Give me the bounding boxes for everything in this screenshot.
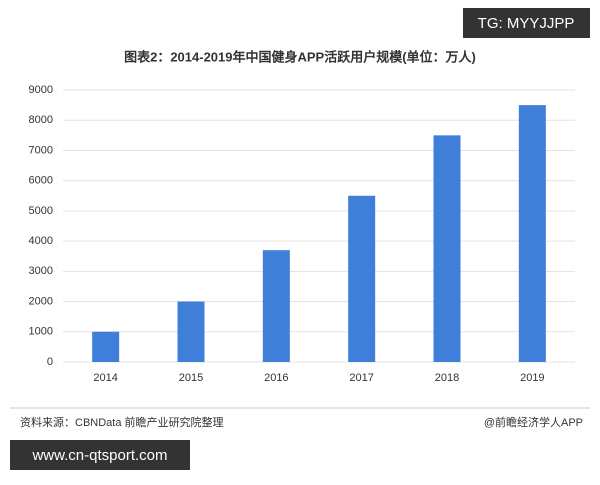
source-note: 资料来源：CBNData 前瞻产业研究院整理	[20, 415, 224, 429]
bar	[262, 250, 290, 362]
y-tick-label: 7000	[29, 144, 53, 156]
bar	[177, 301, 205, 362]
y-tick-label: 9000	[29, 84, 53, 96]
bar	[518, 105, 546, 362]
bar	[433, 135, 461, 362]
chart-title: 图表2：2014-2019年中国健身APP活跃用户规模(单位：万人)	[124, 49, 476, 64]
y-tick-label: 1000	[29, 326, 53, 338]
bar	[92, 331, 120, 362]
y-tick-label: 6000	[29, 175, 53, 187]
y-tick-label: 0	[47, 356, 53, 368]
x-tick-label: 2017	[349, 372, 373, 384]
overlay-text: TG: MYYJJPP	[478, 15, 575, 32]
y-tick-label: 8000	[29, 114, 53, 126]
y-tick-label: 3000	[29, 265, 53, 277]
x-tick-label: 2014	[93, 372, 117, 384]
overlay-text: www.cn-qtsport.com	[31, 447, 167, 464]
x-tick-label: 2019	[520, 372, 544, 384]
overlay-box	[463, 8, 590, 38]
credit: @前瞻经济学人APP	[484, 415, 583, 429]
y-tick-label: 5000	[29, 205, 53, 217]
x-tick-label: 2015	[179, 372, 203, 384]
y-tick-label: 4000	[29, 235, 53, 247]
bar	[348, 195, 376, 362]
x-tick-label: 2016	[264, 372, 288, 384]
y-tick-label: 2000	[29, 295, 53, 307]
overlay-box	[10, 440, 190, 470]
x-tick-label: 2018	[435, 372, 459, 384]
